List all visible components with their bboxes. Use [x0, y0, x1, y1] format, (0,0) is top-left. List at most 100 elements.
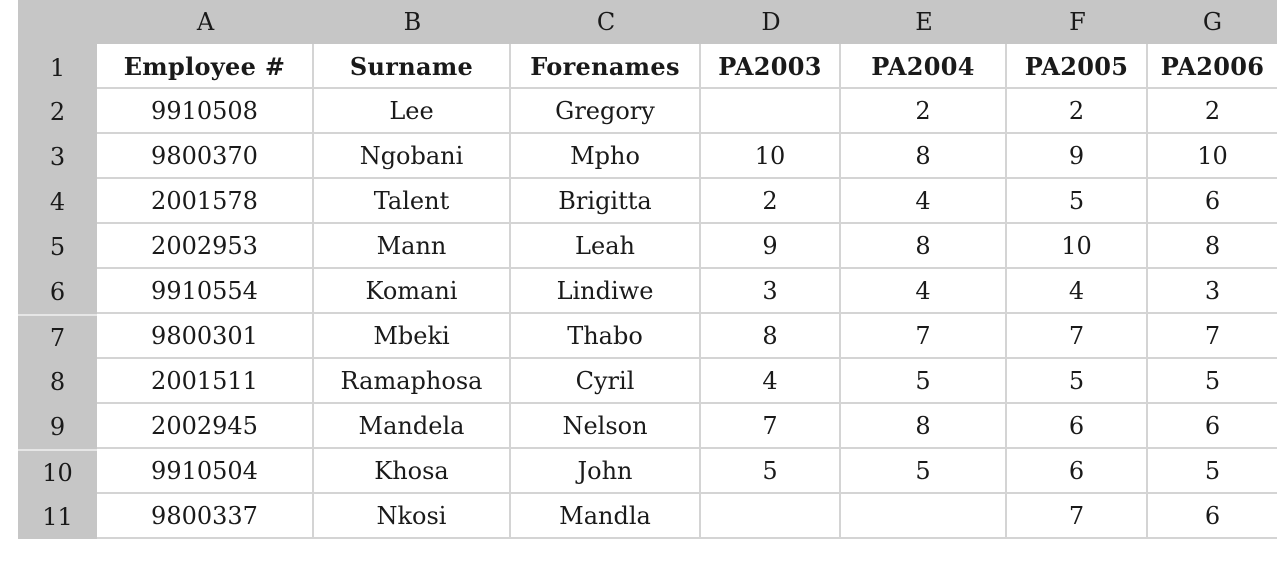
column-header-f[interactable]: F: [1007, 0, 1148, 44]
table-cell[interactable]: Lee: [314, 89, 511, 134]
table-row: 5 2002953 Mann Leah 9 8 10 8: [18, 224, 1277, 269]
column-header-d[interactable]: D: [701, 0, 841, 44]
table-cell[interactable]: 9800370: [97, 134, 314, 179]
table-cell[interactable]: 5: [1007, 179, 1148, 224]
table-cell[interactable]: 5: [841, 359, 1007, 404]
table-cell[interactable]: 2001511: [97, 359, 314, 404]
header-row: 1 Employee # Surname Forenames PA2003 PA2004 P…: [18, 44, 1277, 89]
column-header-b[interactable]: B: [314, 0, 511, 44]
header-cell[interactable]: PA2005: [1007, 44, 1148, 89]
table-cell[interactable]: [701, 89, 841, 134]
table-cell[interactable]: Nkosi: [314, 494, 511, 539]
table-cell[interactable]: Mbeki: [314, 314, 511, 359]
table-cell[interactable]: Gregory: [511, 89, 701, 134]
row-header[interactable]: 10: [18, 449, 97, 494]
table-cell[interactable]: 3: [701, 269, 841, 314]
column-header-e[interactable]: E: [841, 0, 1007, 44]
table-cell[interactable]: 8: [701, 314, 841, 359]
table-cell[interactable]: 6: [1148, 494, 1277, 539]
table-cell[interactable]: 4: [841, 269, 1007, 314]
table-cell[interactable]: 2: [1007, 89, 1148, 134]
table-cell[interactable]: 2: [701, 179, 841, 224]
table-cell[interactable]: John: [511, 449, 701, 494]
table-cell[interactable]: [841, 494, 1007, 539]
table-cell[interactable]: [701, 494, 841, 539]
table-cell[interactable]: 6: [1148, 179, 1277, 224]
table-cell[interactable]: 9910554: [97, 269, 314, 314]
table-cell[interactable]: Ngobani: [314, 134, 511, 179]
row-header[interactable]: 4: [18, 179, 97, 224]
table-cell[interactable]: 7: [1007, 314, 1148, 359]
table-cell[interactable]: 8: [1148, 224, 1277, 269]
table-cell[interactable]: Ramaphosa: [314, 359, 511, 404]
table-cell[interactable]: 8: [841, 224, 1007, 269]
row-header[interactable]: 8: [18, 359, 97, 404]
table-cell[interactable]: 5: [1007, 359, 1148, 404]
row-header[interactable]: 5: [18, 224, 97, 269]
table-cell[interactable]: 7: [841, 314, 1007, 359]
table-cell[interactable]: 9800301: [97, 314, 314, 359]
table-cell[interactable]: 6: [1007, 404, 1148, 449]
table-cell[interactable]: 5: [841, 449, 1007, 494]
table-cell[interactable]: 4: [1007, 269, 1148, 314]
table-cell[interactable]: 9: [701, 224, 841, 269]
table-cell[interactable]: Mann: [314, 224, 511, 269]
table-cell[interactable]: 4: [841, 179, 1007, 224]
table-cell[interactable]: Komani: [314, 269, 511, 314]
table-cell[interactable]: 2002953: [97, 224, 314, 269]
table-cell[interactable]: Mpho: [511, 134, 701, 179]
row-header[interactable]: 1: [18, 44, 97, 89]
table-cell[interactable]: 5: [1148, 359, 1277, 404]
table-cell[interactable]: 3: [1148, 269, 1277, 314]
table-cell[interactable]: 6: [1007, 449, 1148, 494]
table-cell[interactable]: Nelson: [511, 404, 701, 449]
table-cell[interactable]: Khosa: [314, 449, 511, 494]
table-cell[interactable]: 7: [1148, 314, 1277, 359]
table-cell[interactable]: 7: [701, 404, 841, 449]
table-cell[interactable]: 10: [1007, 224, 1148, 269]
header-cell[interactable]: PA2004: [841, 44, 1007, 89]
row-header[interactable]: 9: [18, 404, 97, 449]
table-cell[interactable]: 6: [1148, 404, 1277, 449]
table-cell[interactable]: 10: [701, 134, 841, 179]
table-cell[interactable]: 10: [1148, 134, 1277, 179]
table-cell[interactable]: 2: [1148, 89, 1277, 134]
table-cell[interactable]: Mandela: [314, 404, 511, 449]
table-cell[interactable]: 7: [1007, 494, 1148, 539]
header-cell[interactable]: Employee #: [97, 44, 314, 89]
table-cell[interactable]: 5: [1148, 449, 1277, 494]
table-cell[interactable]: 8: [841, 404, 1007, 449]
row-header[interactable]: 3: [18, 134, 97, 179]
table-cell[interactable]: Thabo: [511, 314, 701, 359]
table-cell[interactable]: 9: [1007, 134, 1148, 179]
table-cell[interactable]: 5: [701, 449, 841, 494]
select-all-corner[interactable]: [18, 0, 97, 44]
table-cell[interactable]: 9910508: [97, 89, 314, 134]
table-cell[interactable]: Talent: [314, 179, 511, 224]
table-cell[interactable]: Mandla: [511, 494, 701, 539]
column-header-a[interactable]: A: [97, 0, 314, 44]
table-cell[interactable]: Brigitta: [511, 179, 701, 224]
table-cell[interactable]: 9910504: [97, 449, 314, 494]
header-cell[interactable]: Forenames: [511, 44, 701, 89]
table-cell[interactable]: 2001578: [97, 179, 314, 224]
row-header[interactable]: 11: [18, 494, 97, 539]
table-cell[interactable]: 8: [841, 134, 1007, 179]
row-header[interactable]: 7: [18, 314, 97, 359]
header-cell[interactable]: PA2003: [701, 44, 841, 89]
table-cell[interactable]: Leah: [511, 224, 701, 269]
row-header[interactable]: 6: [18, 269, 97, 314]
header-cell[interactable]: Surname: [314, 44, 511, 89]
table-cell[interactable]: 9800337: [97, 494, 314, 539]
spreadsheet-grid: A B C D E F G 1 Employee # Surname Forename…: [18, 0, 1277, 539]
table-cell[interactable]: 2002945: [97, 404, 314, 449]
table-cell[interactable]: Cyril: [511, 359, 701, 404]
table-cell[interactable]: 4: [701, 359, 841, 404]
table-row: 6 9910554 Komani Lindiwe 3 4 4 3: [18, 269, 1277, 314]
table-cell[interactable]: 2: [841, 89, 1007, 134]
column-header-g[interactable]: G: [1148, 0, 1277, 44]
column-header-c[interactable]: C: [511, 0, 701, 44]
row-header[interactable]: 2: [18, 89, 97, 134]
table-cell[interactable]: Lindiwe: [511, 269, 701, 314]
header-cell[interactable]: PA2006: [1148, 44, 1277, 89]
